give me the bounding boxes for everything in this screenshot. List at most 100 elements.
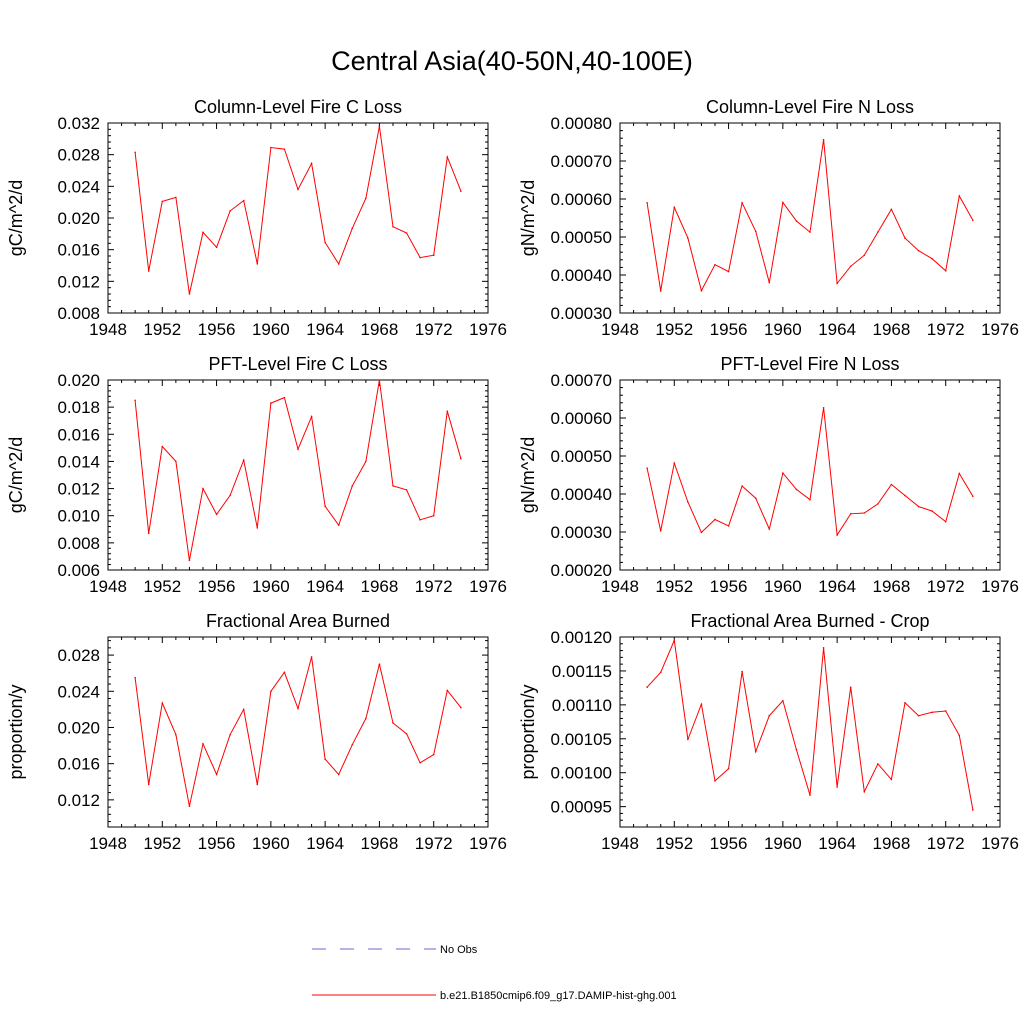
y-tick-label: 0.00030 [551, 523, 612, 542]
x-tick-label: 1948 [89, 577, 127, 596]
data-point [741, 485, 743, 487]
data-point [432, 254, 435, 257]
data-point [202, 742, 204, 745]
chart-panel-2: Column-Level Fire N Loss gN/m^2/d 1948 1952… [518, 97, 1019, 339]
x-tick-label: 1968 [361, 577, 399, 596]
y-tick-label: 0.016 [57, 425, 100, 444]
y-tick-label: 0.00080 [551, 114, 612, 133]
y-tick-label: 0.024 [57, 177, 100, 196]
data-point [202, 487, 204, 490]
data-point [754, 230, 757, 233]
y-tick-label: 0.028 [57, 646, 100, 665]
data-point [727, 525, 730, 527]
x-tick-label: 1972 [927, 834, 965, 853]
data-point [958, 195, 961, 197]
x-tick-label: 1964 [818, 320, 856, 339]
y-tick-label: 0.00110 [552, 696, 612, 715]
data-point [188, 293, 191, 295]
data-point [714, 518, 716, 521]
x-tick-label: 1960 [252, 834, 290, 853]
data-point [324, 241, 326, 244]
y-axis-label: gC/m^2/d [6, 180, 26, 256]
x-tick-label: 1976 [981, 320, 1019, 339]
data-point [188, 559, 191, 562]
data-point [700, 703, 703, 705]
plot-frame [619, 122, 1001, 314]
x-tick-label: 1956 [198, 577, 236, 596]
x-tick-label: 1976 [469, 577, 507, 596]
data-point [175, 196, 177, 199]
data-point [460, 457, 462, 460]
chart-panel-4: PFT-Level Fire N Loss gN/m^2/d 1948 1952 195… [518, 354, 1019, 596]
series-line [646, 638, 974, 811]
y-tick-label: 0.016 [57, 241, 100, 260]
plot-frame [619, 636, 1001, 828]
data-point [202, 231, 204, 234]
x-tick-label: 1948 [89, 320, 127, 339]
data-point [147, 783, 150, 786]
data-point [460, 706, 462, 709]
plot-frame [107, 636, 489, 828]
x-tick-label: 1976 [981, 577, 1019, 596]
y-tick-label: 0.024 [57, 682, 100, 701]
data-point [931, 510, 933, 512]
data-point [958, 472, 961, 475]
data-point [768, 528, 771, 530]
data-point [297, 707, 299, 710]
data-point [337, 524, 340, 527]
y-tick-label: 0.00040 [551, 485, 612, 504]
data-point [161, 702, 164, 704]
data-point [972, 495, 974, 498]
data-point [134, 151, 136, 154]
y-tick-label: 0.018 [57, 398, 100, 417]
data-point [297, 448, 299, 451]
data-point [256, 783, 259, 786]
y-tick-label: 0.028 [57, 146, 100, 165]
y-tick-label: 0.00050 [551, 228, 612, 247]
data-point [795, 488, 798, 491]
data-point [836, 282, 838, 285]
data-point [310, 656, 313, 658]
y-tick-label: 0.00050 [551, 447, 612, 466]
x-tick-label: 1948 [601, 320, 639, 339]
data-point [782, 699, 784, 702]
plot-frame [107, 122, 489, 314]
x-tick-label: 1960 [764, 577, 802, 596]
data-point [405, 489, 408, 491]
chart-panel-5: Fractional Area Burned proportion/y 1948 19… [6, 611, 507, 853]
data-point [256, 527, 259, 529]
data-point [890, 778, 893, 781]
data-point [283, 148, 286, 150]
data-point [215, 773, 218, 776]
data-point [337, 773, 340, 776]
data-point [890, 483, 893, 486]
y-axis-label: gN/m^2/d [518, 180, 538, 256]
data-point [659, 530, 662, 532]
data-point [337, 263, 340, 265]
data-point [646, 686, 648, 689]
y-tick-label: 0.00060 [551, 190, 612, 209]
data-point [687, 738, 689, 741]
data-point [646, 202, 648, 204]
chart-panel-6: Fractional Area Burned - Crop proportion/… [518, 611, 1019, 853]
y-tick-label: 0.008 [57, 534, 100, 553]
data-point [904, 702, 906, 704]
data-point [972, 809, 974, 811]
panel-title: Column-Level Fire N Loss [706, 97, 914, 117]
data-point [944, 520, 947, 523]
data-point [849, 512, 852, 515]
data-point [727, 270, 730, 273]
legend-label: b.e21.B1850cmip6.f09_g17.DAMIP-hist-ghg.… [440, 990, 677, 1002]
data-point [795, 748, 798, 751]
data-point [673, 462, 676, 465]
data-point [175, 460, 177, 463]
x-tick-label: 1972 [415, 320, 453, 339]
data-point [175, 733, 177, 736]
y-tick-label: 0.00120 [551, 628, 612, 647]
data-point [270, 402, 272, 404]
x-tick-label: 1952 [655, 834, 693, 853]
y-tick-label: 0.014 [57, 452, 100, 471]
y-axis-label: gN/m^2/d [518, 437, 538, 513]
data-point [822, 647, 825, 649]
